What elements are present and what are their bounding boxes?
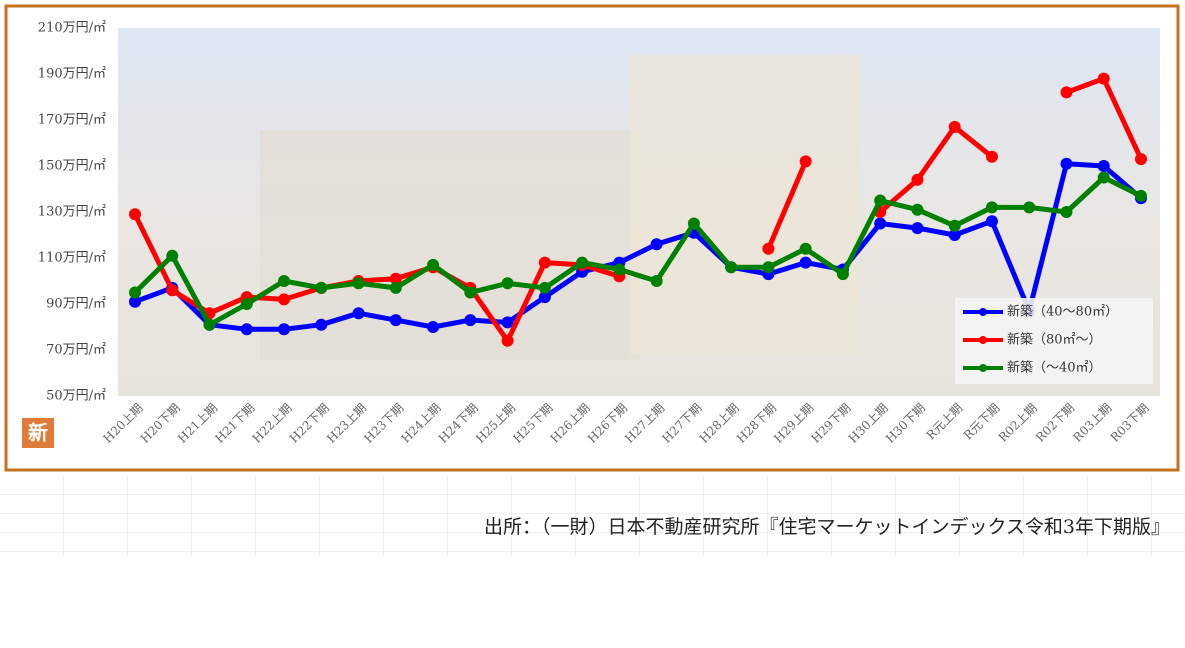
data-point (278, 293, 291, 306)
y-tick-label: 150万円/㎡ (38, 159, 106, 174)
series-line (134, 161, 1143, 332)
legend-marker (979, 336, 987, 344)
data-point (464, 314, 477, 327)
y-tick-label: 90万円/㎡ (46, 297, 106, 312)
data-point (278, 323, 291, 336)
data-point (538, 281, 551, 294)
data-point (650, 275, 663, 287)
data-point (501, 277, 514, 290)
data-point (1060, 86, 1073, 99)
data-point (799, 242, 812, 255)
data-point (911, 222, 924, 235)
data-point (948, 219, 961, 232)
data-point (874, 217, 887, 230)
source-note: 出所：（一財）日本不動産研究所『住宅マーケットインデックス令和3年下期版』 (484, 516, 1170, 538)
data-point (650, 238, 663, 251)
data-point (1060, 157, 1073, 170)
data-point (129, 295, 141, 308)
data-point (687, 217, 700, 230)
data-point (538, 291, 551, 304)
data-point (240, 298, 253, 310)
data-point (166, 284, 179, 297)
data-point (1097, 160, 1110, 172)
series-line (133, 175, 1143, 328)
y-tick-label: 210万円/㎡ (38, 21, 106, 36)
data-point (501, 316, 514, 329)
data-point (389, 281, 402, 294)
legend-label: 新築（40～80㎡） (1007, 304, 1118, 320)
data-point (874, 194, 887, 207)
data-point (315, 281, 328, 294)
data-point (501, 334, 514, 347)
data-point (911, 203, 924, 216)
building-photo (630, 55, 860, 355)
data-point (1097, 72, 1110, 85)
y-tick-label: 70万円/㎡ (46, 343, 106, 358)
data-point (725, 261, 738, 274)
data-point (203, 318, 216, 331)
legend-marker (979, 364, 987, 372)
cell-grid (0, 476, 1185, 556)
data-point (911, 173, 924, 186)
data-point (427, 258, 440, 271)
series-line (132, 76, 1144, 344)
legend-label: 新築（～40㎡） (1007, 360, 1102, 376)
data-point (576, 256, 589, 269)
y-tick-label: 130万円/㎡ (38, 205, 106, 220)
legend-label: 新築（80㎡～） (1007, 332, 1102, 348)
data-point (464, 286, 477, 299)
data-point (389, 272, 402, 285)
data-point (985, 215, 998, 228)
data-point (166, 249, 179, 262)
data-point (1135, 153, 1147, 166)
data-point (613, 263, 626, 276)
data-point (352, 307, 365, 320)
data-point (1023, 201, 1036, 214)
data-point (799, 155, 812, 168)
data-point (389, 314, 402, 327)
data-point (315, 318, 328, 331)
data-point (1135, 189, 1147, 202)
data-point (352, 277, 365, 290)
data-point (129, 208, 141, 221)
y-tick-label: 50万円/㎡ (46, 389, 106, 404)
data-point (278, 275, 291, 287)
data-point (948, 229, 961, 241)
data-point (762, 242, 775, 255)
data-point (799, 256, 812, 269)
data-point (836, 268, 849, 281)
data-point (538, 256, 551, 269)
data-point (985, 150, 998, 163)
badge: 新 (28, 421, 48, 445)
blank-area (0, 556, 1185, 648)
y-tick-label: 190万円/㎡ (38, 67, 106, 82)
data-point (762, 261, 775, 274)
data-point (948, 120, 961, 133)
data-point (1060, 206, 1073, 218)
y-tick-label: 110万円/㎡ (38, 251, 106, 266)
data-point (985, 201, 998, 214)
data-point (1097, 171, 1110, 184)
badge-box (22, 418, 54, 448)
data-point (240, 323, 253, 336)
legend-marker (979, 308, 987, 316)
data-point (129, 286, 141, 299)
data-point (427, 321, 440, 333)
y-tick-label: 170万円/㎡ (38, 113, 106, 128)
